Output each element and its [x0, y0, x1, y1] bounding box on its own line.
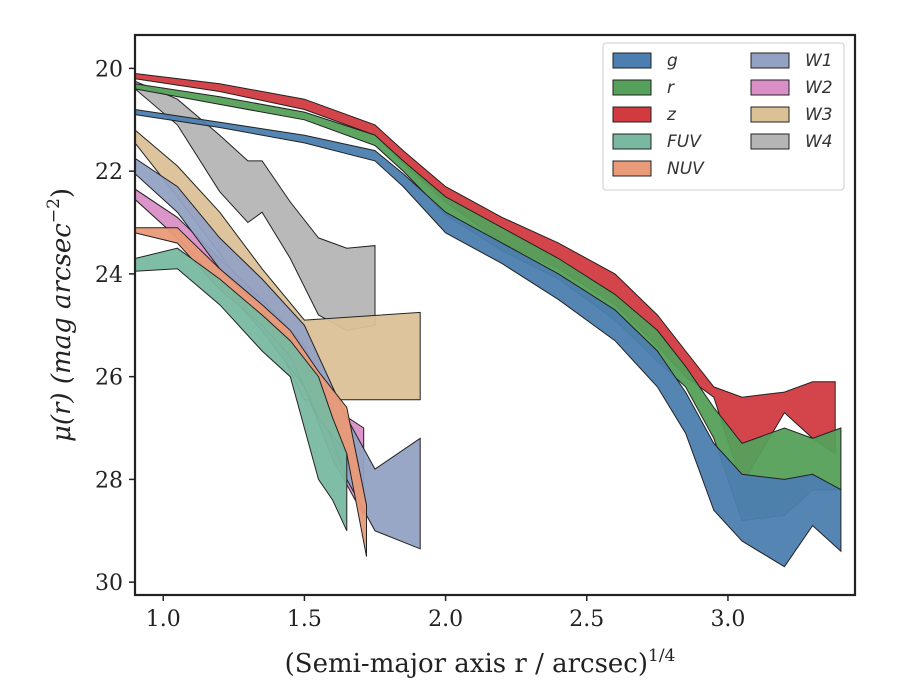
plot-frame [133, 33, 857, 597]
y-tick-label: 30 [95, 571, 123, 596]
legend-label-w4: W4 [805, 132, 833, 152]
x-axis-label: (Semi-major axis r / arcsec)1/4 [285, 646, 676, 679]
legend-swatch-z [612, 106, 652, 123]
legend-swatch-nuv [612, 160, 652, 177]
x-tick-label: 1.0 [146, 607, 181, 632]
legend-label-nuv: NUV [667, 159, 705, 179]
series-band-g [135, 108, 842, 568]
legend-swatch-w1 [750, 52, 790, 69]
legend-label-z: z [666, 105, 677, 125]
legend-swatch-w2 [750, 79, 790, 96]
legend-label-fuv: FUV [667, 132, 702, 152]
y-axis-ticks: 20 22 24 26 28 30 [95, 57, 135, 596]
y-tick-label: 28 [95, 468, 123, 493]
legend-swatch-fuv [612, 133, 652, 150]
y-tick-label: 20 [95, 57, 123, 82]
legend-label-w2: W2 [805, 78, 833, 98]
x-axis-ticks: 1.0 1.5 2.0 2.5 3.0 [146, 595, 745, 632]
x-tick-label: 1.5 [287, 607, 322, 632]
y-axis-label: μ(r) (mag arcsec−2) [44, 188, 77, 442]
legend-swatch-w4 [750, 133, 790, 150]
series-areas [135, 72, 842, 568]
legend-swatch-w3 [750, 106, 790, 123]
legend-label-g: g [667, 51, 678, 71]
x-tick-label: 2.0 [428, 607, 463, 632]
y-tick-label: 24 [95, 263, 123, 288]
y-tick-label: 26 [95, 366, 123, 391]
x-tick-label: 3.0 [710, 607, 745, 632]
legend-label-r: r [667, 78, 675, 98]
x-tick-label: 2.5 [569, 607, 604, 632]
legend: grz FUV NUV W1 W2 W3 W4 [602, 42, 845, 191]
legend-label-w3: W3 [805, 105, 833, 125]
legend-label-w1: W1 [805, 51, 833, 71]
legend-swatch-r [612, 79, 652, 96]
series-band-fuv [135, 247, 348, 532]
y-tick-label: 22 [95, 160, 123, 185]
legend-swatch-g [612, 52, 652, 69]
